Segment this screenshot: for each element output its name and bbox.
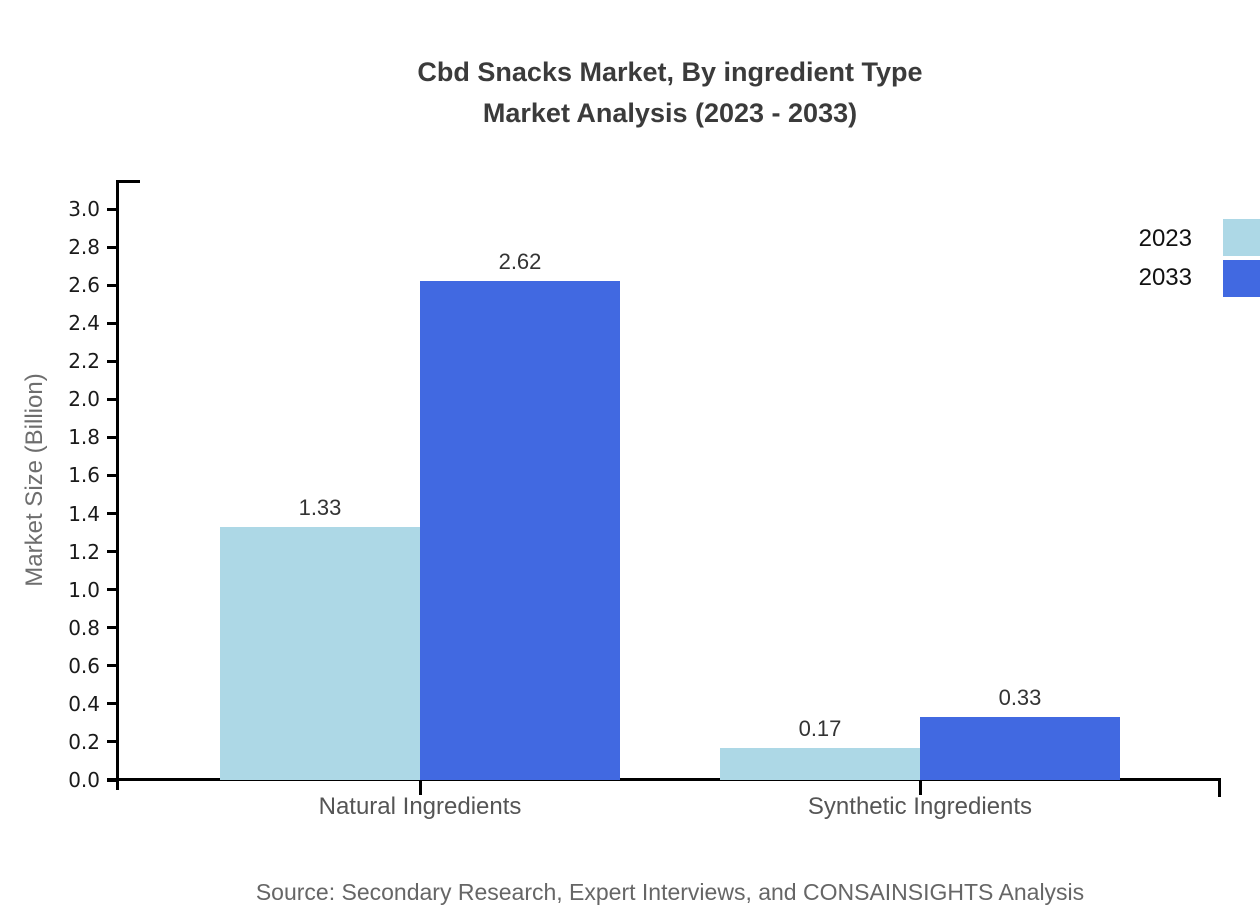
y-tick-mark-0.2 <box>107 740 118 744</box>
y-axis-line <box>116 180 119 790</box>
y-tick-label-0.2: 0.2 <box>68 729 100 754</box>
y-tick-label-0.0: 0.0 <box>68 768 100 792</box>
x-category-label-1: Natural Ingredients <box>318 793 522 820</box>
y-tick-label-3.0: 3.0 <box>68 197 100 221</box>
y-tick-mark-0.0 <box>107 778 118 782</box>
bar-2033-natural-ingredients <box>420 281 620 780</box>
chart-title-line2: Market Analysis (2023 - 2033) <box>482 98 858 128</box>
y-tick-label-2.8: 2.8 <box>68 235 100 260</box>
y-tick-label-2.0: 2.0 <box>68 387 100 412</box>
legend-label-2023: 2023 <box>1138 225 1192 252</box>
y-tick-mark-0.8 <box>107 626 118 630</box>
y-axis-top-cap <box>116 180 140 183</box>
legend-label-2033: 2033 <box>1138 264 1192 291</box>
chart-title-line1: Cbd Snacks Market, By ingredient Type <box>417 57 923 87</box>
y-tick-mark-1.4 <box>107 512 118 516</box>
x-tick-mark-1 <box>418 780 422 795</box>
value-label-2023-natural-ingredients: 1.33 <box>298 494 342 520</box>
x-axis-line <box>107 778 1221 781</box>
value-label-2023-synthetic-ingredients: 0.17 <box>798 715 842 741</box>
y-tick-mark-2.4 <box>107 321 118 325</box>
legend-swatch-2033 <box>1223 260 1260 297</box>
y-tick-label-2.2: 2.2 <box>68 349 100 374</box>
y-tick-label-1.0: 1.0 <box>68 577 100 602</box>
y-tick-mark-2.8 <box>107 245 118 249</box>
legend-swatch-2023 <box>1223 219 1260 256</box>
y-tick-label-1.8: 1.8 <box>68 425 100 450</box>
y-tick-mark-1.6 <box>107 473 118 477</box>
y-tick-label-1.2: 1.2 <box>68 539 100 564</box>
bar-2023-natural-ingredients <box>220 526 420 780</box>
source-note: Source: Secondary Research, Expert Inter… <box>255 879 1085 905</box>
x-category-label-2: Synthetic Ingredients <box>807 793 1033 820</box>
y-tick-mark-2.0 <box>107 397 118 401</box>
value-label-2033-natural-ingredients: 2.62 <box>498 249 542 275</box>
y-tick-label-0.6: 0.6 <box>68 653 100 678</box>
value-label-2033-synthetic-ingredients: 0.33 <box>998 685 1042 711</box>
y-tick-label-2.4: 2.4 <box>68 311 100 336</box>
y-tick-mark-0.6 <box>107 664 118 668</box>
y-tick-mark-3.0 <box>107 207 118 211</box>
y-tick-mark-1.8 <box>107 435 118 439</box>
x-tick-mark-2 <box>918 780 922 795</box>
y-tick-mark-2.2 <box>107 359 118 363</box>
y-tick-label-1.6: 1.6 <box>68 463 100 488</box>
y-tick-mark-1.0 <box>107 588 118 592</box>
y-tick-mark-2.6 <box>107 283 118 287</box>
bar-2023-synthetic-ingredients <box>720 747 920 780</box>
y-tick-label-1.4: 1.4 <box>68 501 100 526</box>
y-tick-label-0.4: 0.4 <box>68 691 100 716</box>
y-tick-mark-0.4 <box>107 702 118 706</box>
y-tick-label-2.6: 2.6 <box>68 273 100 298</box>
bar-2033-synthetic-ingredients <box>920 717 1120 780</box>
x-axis-end-cap <box>1218 778 1221 797</box>
chart-title: Cbd Snacks Market, By ingredient Type Ma… <box>118 52 1222 134</box>
y-tick-label-0.8: 0.8 <box>68 615 100 640</box>
y-tick-mark-1.2 <box>107 550 118 554</box>
